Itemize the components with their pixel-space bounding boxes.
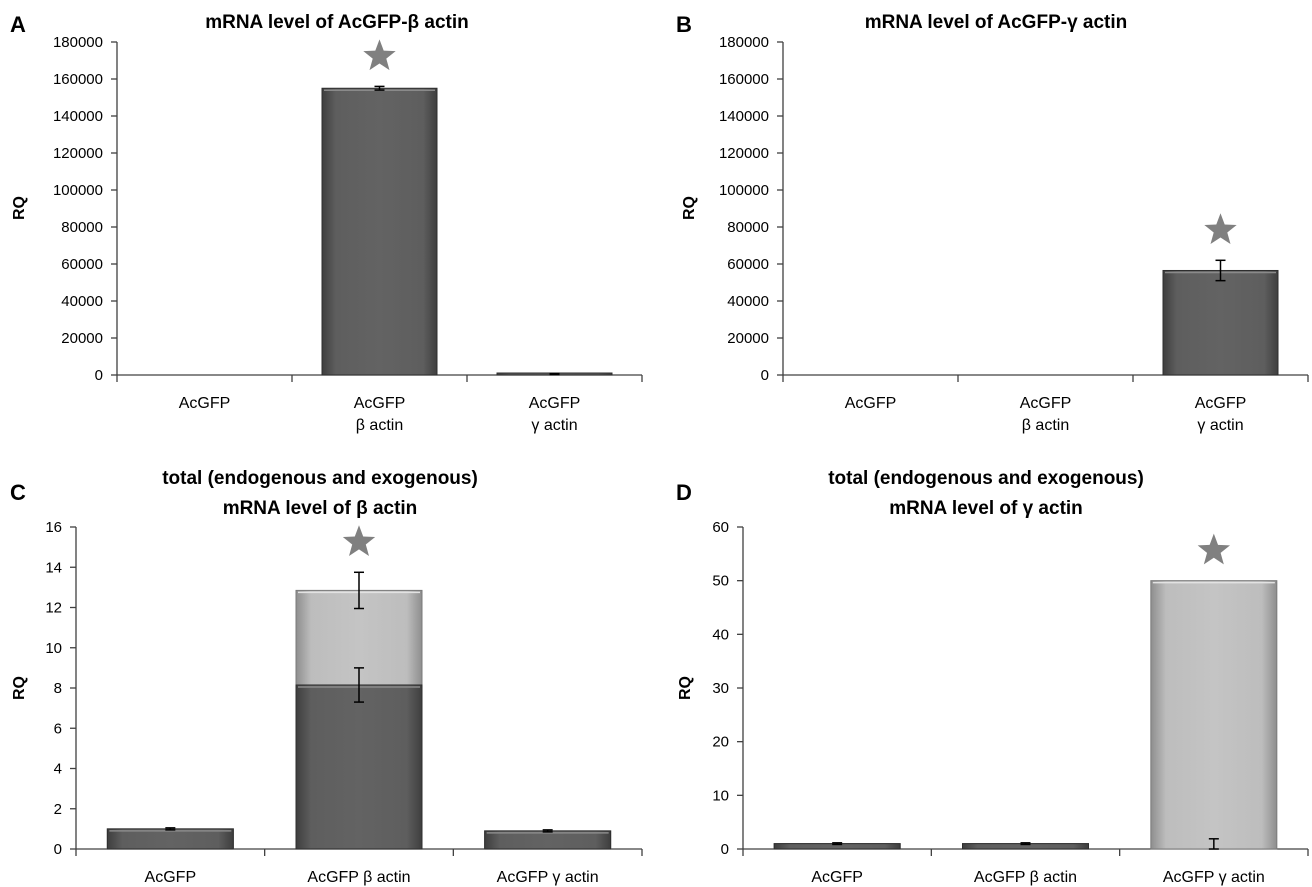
y-axis-label: RQ [677, 676, 694, 700]
chart-title: mRNA level of γ actin [889, 498, 1083, 519]
category-label: β actin [356, 417, 403, 434]
y-tick-label: 14 [45, 559, 62, 576]
y-tick-label: 120000 [53, 145, 103, 162]
y-tick-label: 40 [712, 626, 729, 643]
panel-letter: A [10, 12, 26, 37]
panel-letter: D [676, 480, 692, 505]
y-tick-label: 80000 [61, 219, 103, 236]
significance-star-icon [1197, 533, 1230, 565]
panel-letter: B [676, 12, 692, 37]
y-tick-label: 60000 [61, 256, 103, 273]
category-label: AcGFP [1195, 395, 1247, 412]
y-tick-label: 80000 [727, 219, 769, 236]
category-label: AcGFP β actin [307, 869, 410, 886]
y-tick-label: 100000 [53, 182, 103, 199]
category-label: AcGFP [529, 395, 581, 412]
y-tick-label: 20000 [727, 330, 769, 347]
y-tick-label: 2 [54, 801, 62, 818]
chart-title: total (endogenous and exogenous) [828, 468, 1144, 489]
category-label: γ actin [531, 417, 577, 434]
bar [321, 87, 438, 376]
category-label: AcGFP [354, 395, 406, 412]
y-tick-label: 140000 [719, 108, 769, 125]
y-tick-label: 0 [54, 841, 62, 858]
y-tick-label: 180000 [53, 34, 103, 51]
y-tick-label: 4 [54, 761, 62, 778]
y-tick-label: 20 [712, 734, 729, 751]
y-tick-label: 40000 [727, 293, 769, 310]
significance-star-icon [363, 39, 396, 71]
y-tick-label: 10 [45, 640, 62, 657]
category-label: AcGFP γ actin [1163, 869, 1265, 886]
y-tick-label: 140000 [53, 108, 103, 125]
panel-letter: C [10, 480, 26, 505]
y-axis-label: RQ [11, 196, 28, 220]
y-tick-label: 40000 [61, 293, 103, 310]
y-tick-label: 120000 [719, 145, 769, 162]
y-tick-label: 180000 [719, 34, 769, 51]
category-label: AcGFP [145, 869, 197, 886]
chart-title: mRNA level of β actin [223, 498, 418, 519]
y-tick-label: 0 [721, 841, 729, 858]
chart-title: mRNA level of AcGFP-β actin [205, 12, 469, 33]
bar [1150, 580, 1278, 850]
category-label: AcGFP γ actin [497, 869, 599, 886]
y-tick-label: 6 [54, 720, 62, 737]
category-label: γ actin [1197, 417, 1243, 434]
y-axis-label: RQ [11, 676, 28, 700]
category-label: AcGFP [1020, 395, 1072, 412]
y-tick-label: 0 [761, 367, 769, 384]
y-tick-label: 160000 [53, 71, 103, 88]
y-axis-label: RQ [681, 196, 698, 220]
category-label: AcGFP [179, 395, 231, 412]
y-tick-label: 8 [54, 680, 62, 697]
significance-star-icon [342, 525, 376, 557]
category-label: AcGFP [811, 869, 863, 886]
y-tick-label: 30 [712, 680, 729, 697]
chart-title: mRNA level of AcGFP-γ actin [865, 12, 1128, 33]
y-tick-label: 12 [45, 600, 62, 617]
significance-star-icon [1204, 213, 1237, 245]
chart-title: total (endogenous and exogenous) [162, 468, 478, 489]
y-tick-label: 60000 [727, 256, 769, 273]
bar [106, 828, 234, 850]
y-tick-label: 50 [712, 573, 729, 590]
y-tick-label: 0 [95, 367, 103, 384]
category-label: AcGFP [845, 395, 897, 412]
y-tick-label: 160000 [719, 71, 769, 88]
y-tick-label: 60 [712, 519, 729, 536]
y-tick-label: 20000 [61, 330, 103, 347]
category-label: β actin [1022, 417, 1069, 434]
bar [1162, 269, 1279, 376]
bar [295, 684, 423, 850]
category-label: AcGFP β actin [974, 869, 1077, 886]
y-tick-label: 100000 [719, 182, 769, 199]
y-tick-label: 16 [45, 519, 62, 536]
y-tick-label: 10 [712, 787, 729, 804]
